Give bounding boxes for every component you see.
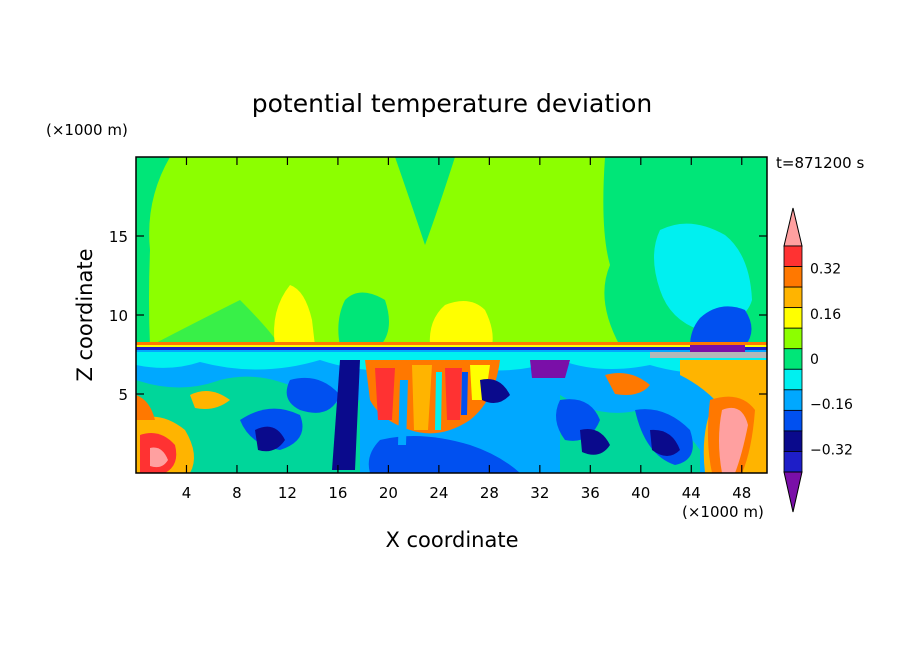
colorbar-segment <box>783 245 803 267</box>
x-axis: 4 8 12 16 20 24 28 32 36 40 44 48 <box>182 157 751 502</box>
x-tick-label: 44 <box>682 484 701 502</box>
y-unit-label: (×1000 m) <box>46 121 128 139</box>
x-tick-label: 16 <box>328 484 347 502</box>
colorbar-label: 0.32 <box>810 262 841 278</box>
x-tick-label: 32 <box>530 484 549 502</box>
x-tick-label: 28 <box>480 484 499 502</box>
x-tick-label: 48 <box>732 484 751 502</box>
colorbar-top-triangle <box>783 207 803 247</box>
x-unit-label: (×1000 m) <box>682 503 764 521</box>
colorbar-segment <box>783 307 803 329</box>
colorbar-segment <box>783 409 803 432</box>
colorbar-segment <box>783 389 803 411</box>
colorbar: 0.32 0.16 0 −0.16 −0.32 <box>783 207 853 513</box>
colorbar-segment <box>783 451 803 473</box>
colorbar-segment <box>783 348 803 370</box>
colorbar-segment <box>783 430 803 452</box>
y-tick-label: 10 <box>109 307 128 325</box>
colorbar-label: −0.32 <box>810 442 853 458</box>
colorbar-label: −0.16 <box>810 397 853 413</box>
colorbar-segment <box>783 327 803 350</box>
x-tick-label: 20 <box>379 484 398 502</box>
y-tick-label: 15 <box>109 228 128 246</box>
x-tick-label: 4 <box>182 484 192 502</box>
time-label: t=871200 s <box>776 154 864 172</box>
y-tick-label: 5 <box>118 386 128 404</box>
colorbar-segment <box>783 266 803 288</box>
x-tick-label: 36 <box>581 484 600 502</box>
y-axis: 5 10 15 <box>109 228 767 404</box>
colorbar-bottom-triangle <box>783 471 803 513</box>
colorbar-segment <box>783 368 803 391</box>
y-axis-label: Z coordinate <box>73 248 97 381</box>
x-axis-label: X coordinate <box>385 528 518 552</box>
colorbar-label: 0 <box>810 352 819 368</box>
colorbar-label: 0.16 <box>810 307 841 323</box>
x-tick-label: 24 <box>429 484 448 502</box>
chart-title: potential temperature deviation <box>252 89 652 118</box>
colorbar-segment <box>783 286 803 309</box>
x-tick-label: 40 <box>631 484 650 502</box>
x-tick-label: 8 <box>232 484 242 502</box>
x-tick-label: 12 <box>278 484 297 502</box>
temperature-field <box>136 157 767 473</box>
